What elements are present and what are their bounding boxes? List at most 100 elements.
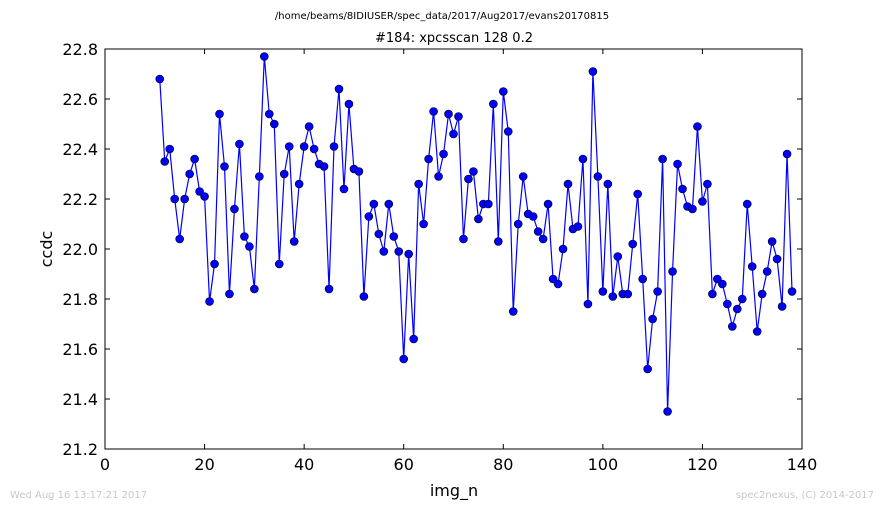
data-point	[747, 262, 757, 271]
footer-credit: spec2nexus, (C) 2014-2017	[736, 490, 874, 501]
data-point	[414, 179, 423, 189]
data-point	[250, 284, 259, 294]
data-point	[782, 149, 792, 159]
data-point	[185, 169, 194, 179]
data-point	[339, 184, 349, 194]
data-point	[673, 159, 682, 169]
data-point	[269, 119, 279, 129]
data-point	[543, 199, 553, 209]
x-tick-label: 140	[787, 455, 818, 474]
data-point	[309, 144, 319, 154]
data-point	[384, 199, 394, 209]
data-point	[160, 157, 170, 166]
data-point	[424, 154, 433, 164]
data-point	[235, 139, 244, 149]
footer-timestamp: Wed Aug 16 13:17:21 2017	[10, 490, 147, 501]
data-point	[439, 149, 448, 159]
data-point	[593, 172, 603, 181]
y-tick-label: 22.8	[62, 40, 98, 59]
data-point	[558, 244, 568, 254]
data-point	[668, 267, 677, 276]
x-axis-label: img_n	[430, 481, 478, 501]
data-point	[757, 289, 767, 299]
data-point	[155, 74, 165, 84]
data-point	[464, 174, 473, 184]
data-point	[245, 242, 254, 251]
data-point	[449, 129, 458, 139]
x-tick-labels: 0 20 40 60 80 100 120 140	[100, 455, 817, 474]
x-tick-label: 120	[687, 455, 718, 474]
y-axis-label: ccdc	[37, 231, 56, 268]
data-point	[737, 294, 747, 304]
data-point	[598, 287, 608, 296]
data-point	[364, 212, 374, 221]
data-point	[329, 142, 339, 151]
data-point	[503, 127, 513, 136]
data-point	[409, 334, 418, 344]
data-point	[678, 184, 687, 194]
data-point	[563, 179, 573, 189]
data-point	[553, 279, 563, 289]
data-point	[533, 227, 543, 236]
y-tick-labels: 21.2 21.4 21.6 21.8 22.0 22.2 22.4 22.6 22.8	[62, 40, 98, 459]
data-point	[419, 219, 428, 229]
y-tick-label: 22.4	[62, 140, 98, 159]
data-point	[274, 259, 284, 269]
series-line	[159, 56, 793, 412]
data-point	[434, 172, 443, 181]
data-point	[399, 354, 409, 364]
data-point	[623, 289, 633, 299]
data-point	[190, 154, 199, 164]
data-point	[374, 229, 384, 239]
data-point	[528, 212, 538, 221]
y-tick-label: 21.8	[62, 290, 98, 309]
y-tick-label: 22.2	[62, 190, 98, 209]
data-point	[688, 204, 697, 214]
data-point	[240, 232, 249, 241]
data-point	[658, 154, 667, 164]
data-point	[354, 167, 364, 176]
data-point	[633, 189, 643, 199]
data-point	[264, 109, 274, 119]
x-tick-label: 0	[100, 455, 110, 474]
data-point	[777, 302, 787, 311]
data-point	[727, 322, 737, 331]
data-point	[359, 292, 369, 301]
chart-suptitle: /home/beams/8IDIUSER/spec_data/2017/Aug2…	[275, 11, 609, 22]
data-point	[230, 204, 239, 214]
data-point	[718, 279, 727, 289]
data-point	[294, 179, 304, 189]
data-point	[772, 254, 782, 264]
data-point	[762, 267, 772, 276]
data-point	[608, 292, 618, 301]
data-point	[767, 237, 777, 246]
data-point	[369, 199, 379, 209]
x-tick-label: 100	[588, 455, 619, 474]
data-point	[648, 314, 657, 324]
data-point	[484, 199, 493, 209]
data-point	[698, 197, 707, 206]
data-point	[344, 99, 354, 109]
data-point	[260, 52, 269, 61]
data-point	[469, 167, 478, 176]
data-point	[708, 289, 717, 299]
data-point	[787, 287, 797, 296]
data-point	[215, 109, 224, 119]
y-tick-label: 22.0	[62, 240, 98, 259]
data-point	[723, 299, 732, 309]
data-point	[200, 192, 209, 201]
data-point	[494, 237, 503, 246]
data-point	[459, 234, 468, 244]
data-point	[489, 99, 498, 109]
data-point	[394, 247, 404, 256]
data-point	[444, 109, 453, 119]
data-point	[603, 179, 613, 189]
data-point	[518, 172, 528, 181]
data-point	[210, 259, 219, 269]
data-point	[742, 199, 752, 209]
data-point	[284, 142, 294, 151]
data-point	[220, 162, 229, 171]
data-point	[703, 179, 712, 189]
data-point	[289, 237, 299, 246]
